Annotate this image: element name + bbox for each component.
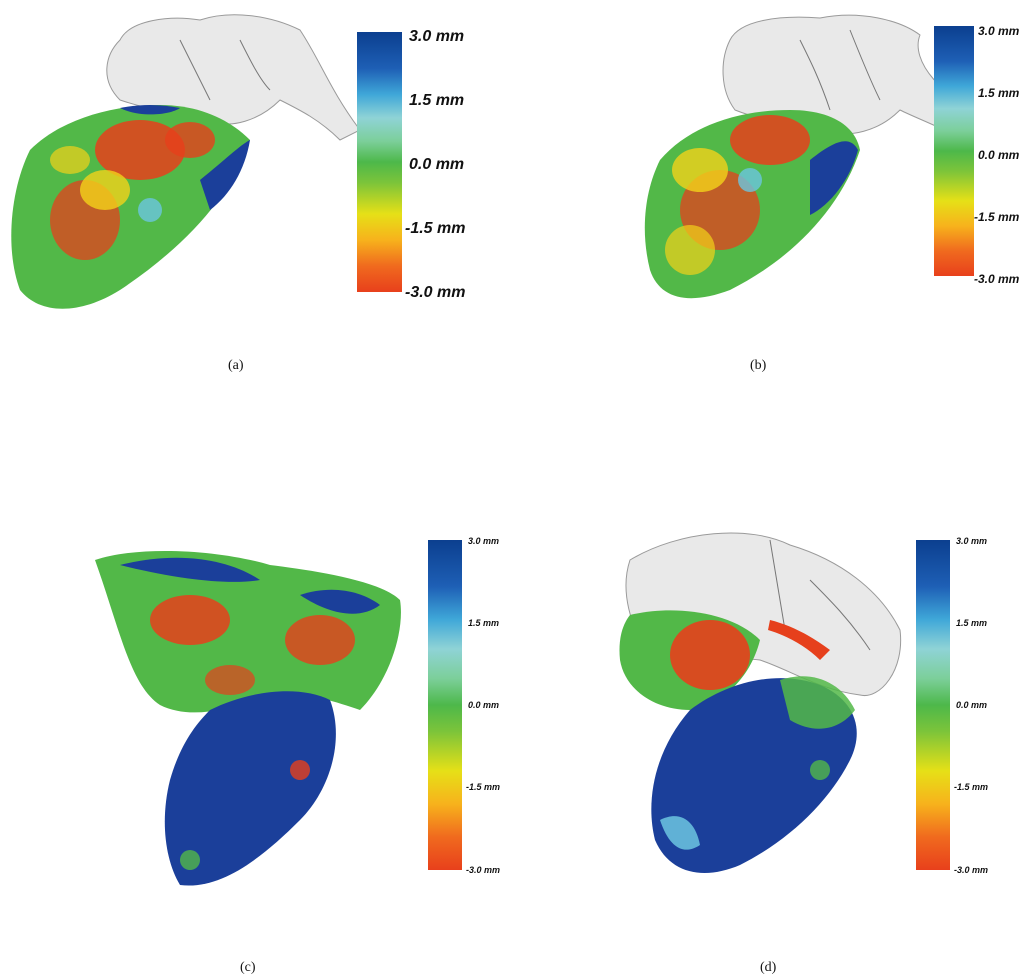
colorbar-tick: -1.5 mm	[466, 782, 501, 792]
caption-c: (c)	[240, 960, 256, 975]
colorbar-tick: -1.5 mm	[954, 782, 989, 792]
colorbar-tick: -3.0 mm	[466, 865, 501, 875]
caption-b: (b)	[750, 358, 767, 373]
colorbar-tick: 3.0 mm	[978, 24, 1020, 38]
heart-surface-render-c	[95, 550, 401, 886]
heart-surface-render-a	[11, 14, 360, 309]
colorbar-tick: 3.0 mm	[409, 28, 465, 45]
heart-surface-render-b	[644, 14, 940, 299]
colorbar-gradient-c	[428, 540, 462, 870]
colorbar-tick: 1.5 mm	[978, 86, 1020, 100]
colorbar-gradient-d	[916, 540, 950, 870]
heart-surface-render-d	[619, 532, 902, 873]
colorbar-tick: 0.0 mm	[956, 700, 988, 710]
colorbar-tick: 1.5 mm	[468, 618, 500, 628]
caption-d: (d)	[760, 960, 777, 975]
colorbar-tick: 3.0 mm	[956, 536, 988, 546]
colorbar-tick: 1.5 mm	[409, 92, 465, 109]
colorbar-a: 3.0 mm 1.5 mm 0.0 mm -1.5 mm -3.0 mm	[357, 28, 497, 301]
colorbar-tick: -3.0 mm	[954, 865, 989, 875]
colorbar-tick: -1.5 mm	[974, 210, 1020, 224]
colorbar-tick: 0.0 mm	[978, 148, 1020, 162]
colorbar-gradient-a	[357, 32, 402, 292]
colorbar-tick: -3.0 mm	[405, 284, 466, 301]
colorbar-tick: 3.0 mm	[468, 536, 500, 546]
colorbar-tick: -1.5 mm	[405, 220, 466, 237]
colorbar-b: 3.0 mm 1.5 mm 0.0 mm -1.5 mm -3.0 mm	[934, 24, 1029, 286]
panel-d: 3.0 mm 1.5 mm 0.0 mm -1.5 mm -3.0 mm (d)	[520, 520, 1029, 980]
colorbar-gradient-b	[934, 26, 974, 276]
colorbar-tick: -3.0 mm	[974, 272, 1020, 286]
colorbar-tick: 1.5 mm	[956, 618, 988, 628]
colorbar-tick: 0.0 mm	[409, 156, 465, 173]
colorbar-c: 3.0 mm 1.5 mm 0.0 mm -1.5 mm -3.0 mm	[428, 536, 520, 885]
panel-b: 3.0 mm 1.5 mm 0.0 mm -1.5 mm -3.0 mm (b)	[520, 0, 1029, 390]
caption-a: (a)	[228, 358, 244, 373]
colorbar-tick: 0.0 mm	[468, 700, 500, 710]
panel-c: 3.0 mm 1.5 mm 0.0 mm -1.5 mm -3.0 mm (c)	[0, 520, 520, 980]
colorbar-d: 3.0 mm 1.5 mm 0.0 mm -1.5 mm -3.0 mm	[916, 536, 1016, 885]
panel-a: 3.0 mm 1.5 mm 0.0 mm -1.5 mm -3.0 mm (a)	[0, 0, 500, 390]
